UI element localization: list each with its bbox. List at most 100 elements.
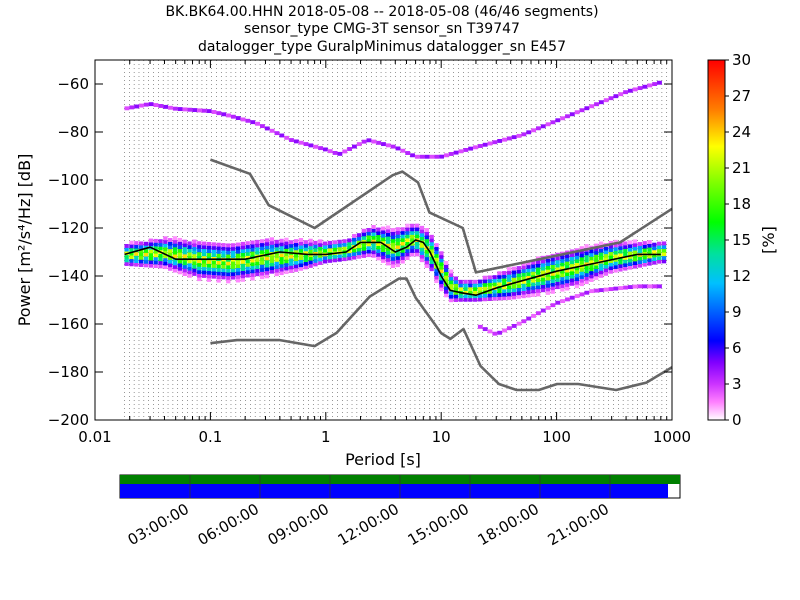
heat-cell: [608, 258, 613, 263]
heat-cell: [201, 266, 207, 271]
heat-cell: [138, 259, 144, 264]
upper-trace-cell: [197, 108, 202, 113]
upper-trace-cell: [337, 151, 343, 156]
heat-cell: [129, 240, 134, 245]
heat-cell: [284, 241, 289, 246]
heat-cell: [376, 249, 381, 254]
heat-cell: [482, 297, 488, 302]
heat-cell: [429, 249, 434, 254]
heat-cell: [226, 243, 231, 248]
heat-cell: [545, 262, 551, 267]
heat-cell: [327, 240, 333, 245]
heat-cell: [647, 254, 652, 259]
heat-cell: [405, 241, 410, 246]
heat-cell: [574, 280, 580, 285]
heat-cell: [293, 260, 299, 265]
upper-trace-cell: [642, 84, 648, 89]
heat-cell: [313, 248, 318, 252]
upper-trace-cell: [390, 144, 396, 149]
nhnm-line: [209, 158, 673, 274]
heat-cell: [245, 273, 250, 278]
heat-cell: [274, 247, 279, 251]
heat-cell: [308, 242, 313, 247]
heat-cell: [381, 233, 386, 238]
heat-cell: [376, 241, 381, 246]
upper-trace-cell: [414, 154, 420, 159]
heat-cell: [240, 267, 245, 271]
heat-cell: [535, 267, 541, 272]
heat-cell: [230, 261, 236, 266]
heat-cell: [569, 281, 575, 286]
heat-cell: [322, 248, 328, 253]
heat-cell: [584, 280, 589, 285]
heat-cell: [245, 252, 250, 256]
heat-cell: [381, 240, 386, 245]
y-tick-label: −100: [48, 171, 89, 189]
upper-trace-cell: [477, 144, 483, 148]
heat-cell: [284, 237, 289, 242]
heat-cell: [419, 229, 425, 234]
median-line: [124, 239, 661, 297]
heat-cell: [444, 289, 449, 294]
upper-trace-cell: [555, 118, 561, 123]
heat-cell: [206, 274, 212, 279]
lower-trace-cell: [574, 294, 580, 299]
heat-cell: [381, 251, 386, 256]
heat-cell: [661, 255, 667, 260]
heat-cell: [182, 272, 187, 276]
heat-cell: [318, 243, 323, 247]
heat-cell: [230, 243, 236, 248]
heat-cell: [347, 252, 352, 257]
upper-trace-cell: [260, 124, 265, 129]
heat-cell: [632, 250, 638, 255]
heat-cell: [298, 238, 304, 242]
heat-cell: [192, 253, 197, 258]
lower-trace-cell: [482, 327, 488, 332]
heat-cell: [390, 253, 396, 258]
heat-cell: [439, 258, 444, 263]
heat-cell: [148, 252, 154, 257]
upper-trace-cell: [448, 152, 454, 156]
heat-cell: [439, 269, 444, 274]
heat-cell: [473, 297, 478, 302]
heat-cell: [168, 256, 173, 260]
heat-cell: [250, 269, 255, 274]
heat-cell: [177, 245, 183, 250]
heat-cell: [308, 245, 313, 250]
heat-cell: [366, 235, 371, 240]
heat-cell: [511, 295, 517, 300]
upper-trace-cell: [134, 104, 139, 109]
heat-cell: [642, 259, 647, 263]
upper-trace-cell: [405, 151, 411, 155]
heat-cell: [216, 275, 221, 279]
heat-cell: [289, 269, 294, 273]
heat-cell: [463, 279, 468, 284]
upper-trace-cell: [657, 80, 662, 85]
heat-cell: [414, 252, 420, 257]
heat-cell: [632, 239, 638, 244]
heat-cell: [424, 253, 429, 258]
heat-cell: [419, 243, 425, 248]
heat-cell: [657, 245, 662, 250]
heat-cell: [192, 250, 197, 255]
upper-trace-cell: [264, 126, 270, 131]
heat-cell: [153, 242, 158, 247]
heat-cell: [453, 280, 459, 284]
heat-cell: [289, 265, 294, 270]
heat-cell: [545, 269, 551, 274]
heat-cell: [303, 261, 308, 266]
heat-cell: [463, 283, 468, 288]
heat-cell: [158, 239, 163, 244]
heat-cell: [419, 258, 425, 263]
heat-cell: [637, 242, 643, 246]
heat-cell: [444, 271, 449, 276]
heat-cell: [642, 248, 647, 253]
lower-trace-cell: [647, 284, 653, 289]
heat-cell: [216, 246, 221, 251]
heat-cell: [264, 270, 270, 275]
heat-cell: [657, 241, 662, 246]
title-line-2: sensor_type CMG-3T sensor_sn T39747: [244, 21, 520, 37]
heat-cell: [269, 244, 275, 249]
upper-trace-cell: [361, 139, 367, 144]
heat-cell: [385, 254, 391, 259]
